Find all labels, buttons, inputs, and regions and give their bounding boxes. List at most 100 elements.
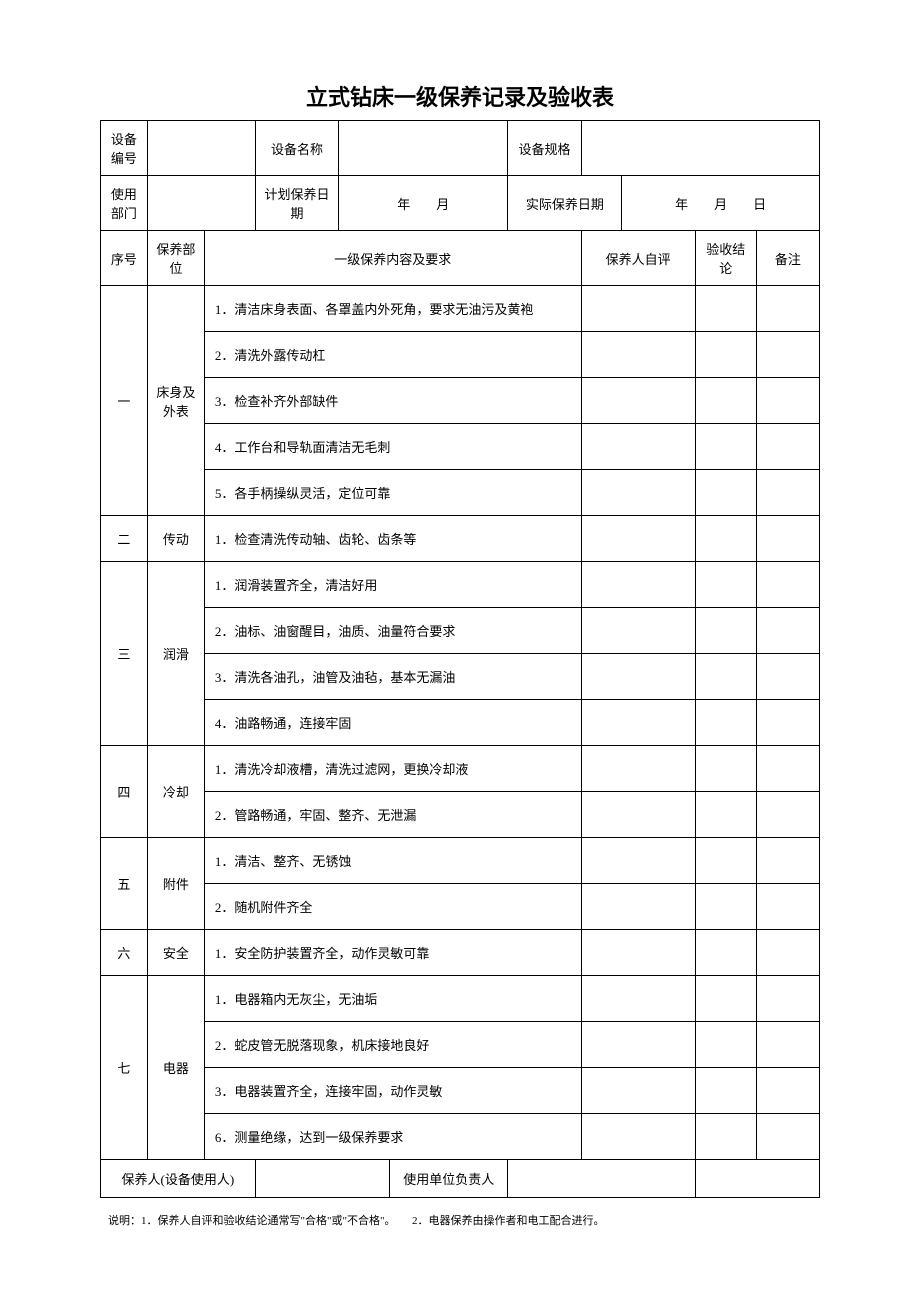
self-eval-cell[interactable] bbox=[581, 470, 695, 516]
remark-cell[interactable] bbox=[756, 424, 819, 470]
remark-cell[interactable] bbox=[756, 332, 819, 378]
self-eval-cell[interactable] bbox=[581, 792, 695, 838]
verify-cell[interactable] bbox=[695, 332, 756, 378]
self-eval-cell[interactable] bbox=[581, 378, 695, 424]
remark-cell[interactable] bbox=[756, 286, 819, 332]
self-eval-cell[interactable] bbox=[581, 332, 695, 378]
self-eval-cell[interactable] bbox=[581, 1114, 695, 1160]
plan-date-value[interactable]: 年 月 bbox=[339, 176, 508, 231]
item-6-1: 1．安全防护装置齐全，动作灵敏可靠 bbox=[204, 930, 581, 976]
part-4: 冷却 bbox=[147, 746, 204, 838]
verify-cell[interactable] bbox=[695, 470, 756, 516]
equip-name-value[interactable] bbox=[339, 121, 508, 176]
remark-cell[interactable] bbox=[756, 700, 819, 746]
maintenance-table: 设备编号 设备名称 设备规格 使用部门 计划保养日期 年 月 实际保养日期 年 … bbox=[100, 120, 820, 1198]
verify-cell[interactable] bbox=[695, 654, 756, 700]
verify-cell[interactable] bbox=[695, 1114, 756, 1160]
verify-cell[interactable] bbox=[695, 562, 756, 608]
verify-cell[interactable] bbox=[695, 976, 756, 1022]
self-eval-cell[interactable] bbox=[581, 608, 695, 654]
verify-cell[interactable] bbox=[695, 286, 756, 332]
part-5: 附件 bbox=[147, 838, 204, 930]
self-eval-cell[interactable] bbox=[581, 884, 695, 930]
item-3-4: 4．油路畅通，连接牢固 bbox=[204, 700, 581, 746]
remark-cell[interactable] bbox=[756, 378, 819, 424]
self-eval-cell[interactable] bbox=[581, 746, 695, 792]
maintainer-value[interactable] bbox=[255, 1160, 389, 1198]
remark-cell[interactable] bbox=[756, 608, 819, 654]
page-title: 立式钻床一级保养记录及验收表 bbox=[100, 80, 820, 112]
verify-cell[interactable] bbox=[695, 700, 756, 746]
supervisor-label: 使用单位负责人 bbox=[390, 1160, 508, 1198]
item-2-1: 1．检查清洗传动轴、齿轮、齿条等 bbox=[204, 516, 581, 562]
part-7: 电器 bbox=[147, 976, 204, 1160]
item-5-1: 1．清洁、整齐、无锈蚀 bbox=[204, 838, 581, 884]
part-1: 床身及外表 bbox=[147, 286, 204, 516]
actual-date-label: 实际保养日期 bbox=[508, 176, 622, 231]
remark-cell[interactable] bbox=[756, 1068, 819, 1114]
remark-cell[interactable] bbox=[756, 1114, 819, 1160]
note-text: 说明：1．保养人自评和验收结论通常写"合格"或"不合格"。 2．电器保养由操作者… bbox=[100, 1212, 820, 1228]
equip-no-label: 设备编号 bbox=[101, 121, 148, 176]
item-7-3: 3．电器装置齐全，连接牢固，动作灵敏 bbox=[204, 1068, 581, 1114]
maintainer-label: 保养人(设备使用人) bbox=[101, 1160, 256, 1198]
remark-cell[interactable] bbox=[756, 930, 819, 976]
verify-cell[interactable] bbox=[695, 838, 756, 884]
item-3-1: 1．润滑装置齐全，清洁好用 bbox=[204, 562, 581, 608]
remark-cell[interactable] bbox=[756, 470, 819, 516]
remark-cell[interactable] bbox=[756, 562, 819, 608]
verify-cell[interactable] bbox=[695, 884, 756, 930]
verify-cell[interactable] bbox=[695, 1022, 756, 1068]
remark-cell[interactable] bbox=[756, 838, 819, 884]
verify-cell[interactable] bbox=[695, 1068, 756, 1114]
self-eval-cell[interactable] bbox=[581, 700, 695, 746]
verify-cell[interactable] bbox=[695, 516, 756, 562]
remark-cell[interactable] bbox=[756, 746, 819, 792]
self-eval-cell[interactable] bbox=[581, 838, 695, 884]
dept-label: 使用部门 bbox=[101, 176, 148, 231]
item-7-4: 6．测量绝缘，达到一级保养要求 bbox=[204, 1114, 581, 1160]
remark-cell[interactable] bbox=[756, 516, 819, 562]
actual-date-value[interactable]: 年 月 日 bbox=[622, 176, 820, 231]
verify-cell[interactable] bbox=[695, 608, 756, 654]
item-1-1: 1．清洁床身表面、各罩盖内外死角，要求无油污及黄袍 bbox=[204, 286, 581, 332]
item-1-4: 4．工作台和导轨面清洁无毛刺 bbox=[204, 424, 581, 470]
self-eval-cell[interactable] bbox=[581, 424, 695, 470]
item-4-2: 2．管路畅通，牢固、整齐、无泄漏 bbox=[204, 792, 581, 838]
verify-cell[interactable] bbox=[695, 424, 756, 470]
col-verify: 验收结论 bbox=[695, 231, 756, 286]
verify-cell[interactable] bbox=[695, 930, 756, 976]
item-7-2: 2．蛇皮管无脱落现象，机床接地良好 bbox=[204, 1022, 581, 1068]
verify-cell[interactable] bbox=[695, 792, 756, 838]
remark-cell[interactable] bbox=[756, 792, 819, 838]
col-content: 一级保养内容及要求 bbox=[204, 231, 581, 286]
item-4-1: 1．清洗冷却液槽，清洗过滤网，更换冷却液 bbox=[204, 746, 581, 792]
self-eval-cell[interactable] bbox=[581, 286, 695, 332]
self-eval-cell[interactable] bbox=[581, 654, 695, 700]
equip-no-value[interactable] bbox=[147, 121, 255, 176]
supervisor-value[interactable] bbox=[508, 1160, 695, 1198]
seq-2: 二 bbox=[101, 516, 148, 562]
part-2: 传动 bbox=[147, 516, 204, 562]
equip-spec-value[interactable] bbox=[581, 121, 819, 176]
remark-cell[interactable] bbox=[756, 976, 819, 1022]
plan-date-label: 计划保养日期 bbox=[255, 176, 339, 231]
seq-4: 四 bbox=[101, 746, 148, 838]
seq-1: 一 bbox=[101, 286, 148, 516]
verify-cell[interactable] bbox=[695, 746, 756, 792]
remark-cell[interactable] bbox=[756, 1022, 819, 1068]
remark-cell[interactable] bbox=[756, 654, 819, 700]
self-eval-cell[interactable] bbox=[581, 930, 695, 976]
self-eval-cell[interactable] bbox=[581, 1068, 695, 1114]
dept-value[interactable] bbox=[147, 176, 255, 231]
remark-cell[interactable] bbox=[756, 884, 819, 930]
item-1-5: 5．各手柄操纵灵活，定位可靠 bbox=[204, 470, 581, 516]
self-eval-cell[interactable] bbox=[581, 1022, 695, 1068]
self-eval-cell[interactable] bbox=[581, 976, 695, 1022]
verify-cell[interactable] bbox=[695, 378, 756, 424]
self-eval-cell[interactable] bbox=[581, 516, 695, 562]
part-3: 润滑 bbox=[147, 562, 204, 746]
footer-blank[interactable] bbox=[695, 1160, 819, 1198]
self-eval-cell[interactable] bbox=[581, 562, 695, 608]
item-3-2: 2．油标、油窗醒目，油质、油量符合要求 bbox=[204, 608, 581, 654]
